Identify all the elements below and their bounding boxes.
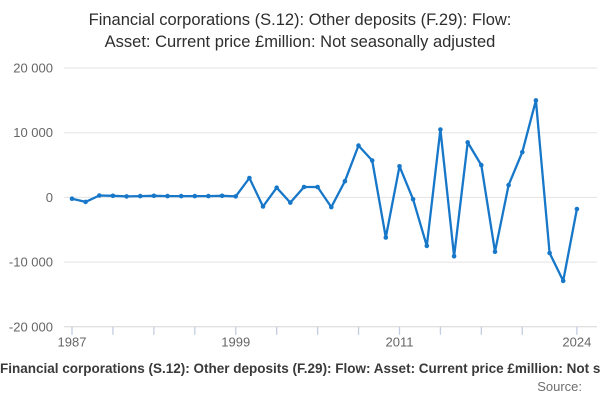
- data-point: [574, 206, 580, 212]
- data-point: [97, 193, 102, 198]
- data-point: [547, 250, 552, 256]
- data-point: [438, 127, 443, 132]
- data-point: [342, 178, 348, 184]
- line-chart: 20 000 10 000 0 -10 000 -20 000 1987 1999 2011 2…: [9, 61, 597, 349]
- data-point: [233, 194, 238, 199]
- data-point: [329, 204, 334, 210]
- data-point: [165, 193, 170, 199]
- data-point: [301, 184, 307, 190]
- data-point: [506, 182, 511, 188]
- source-label: Source:: [537, 379, 582, 394]
- data-point: [219, 193, 225, 199]
- chart-title-line1: Financial corporations (S.12): Other dep…: [88, 11, 512, 29]
- data-point: [560, 278, 566, 284]
- data-point: [192, 193, 198, 199]
- y-tick-label: 20 000: [13, 61, 53, 76]
- data-point: [397, 164, 402, 169]
- data-point: [206, 193, 211, 199]
- x-tick-label: 1987: [58, 334, 87, 349]
- data-point: [151, 193, 157, 199]
- data-point: [274, 185, 280, 190]
- data-point: [451, 254, 457, 259]
- chart-title-line2: Asset: Current price £million: Not seaso…: [104, 33, 496, 51]
- data-point: [465, 140, 471, 145]
- data-point: [520, 149, 525, 155]
- data-point: [492, 249, 498, 254]
- chart-title: Financial corporations (S.12): Other dep…: [0, 9, 600, 53]
- data-point: [260, 204, 266, 209]
- data-point: [383, 235, 389, 240]
- y-tick-label: 0: [46, 190, 53, 205]
- data-point: [424, 243, 430, 249]
- data-point: [369, 158, 375, 163]
- x-tick-label: 2011: [385, 334, 413, 349]
- data-point: [533, 98, 539, 103]
- data-point: [69, 196, 75, 201]
- y-tick-label: -10 000: [9, 255, 53, 270]
- x-tick-label: 1999: [221, 334, 250, 349]
- footer-series-caption: Financial corporations (S.12): Other dep…: [0, 361, 600, 376]
- data-line: [70, 99, 579, 283]
- data-point: [137, 193, 143, 199]
- data-point: [410, 197, 416, 202]
- data-point: [479, 162, 484, 168]
- y-tick-label: 10 000: [13, 125, 53, 140]
- y-tick-label: -20 000: [9, 319, 53, 334]
- data-point: [110, 193, 116, 199]
- data-point: [83, 199, 88, 205]
- data-point: [288, 200, 293, 205]
- data-point: [247, 175, 252, 181]
- data-point: [356, 143, 361, 148]
- data-point: [178, 193, 184, 199]
- data-point: [124, 194, 129, 199]
- data-point: [315, 184, 320, 190]
- x-tick-label: 2024: [562, 334, 591, 349]
